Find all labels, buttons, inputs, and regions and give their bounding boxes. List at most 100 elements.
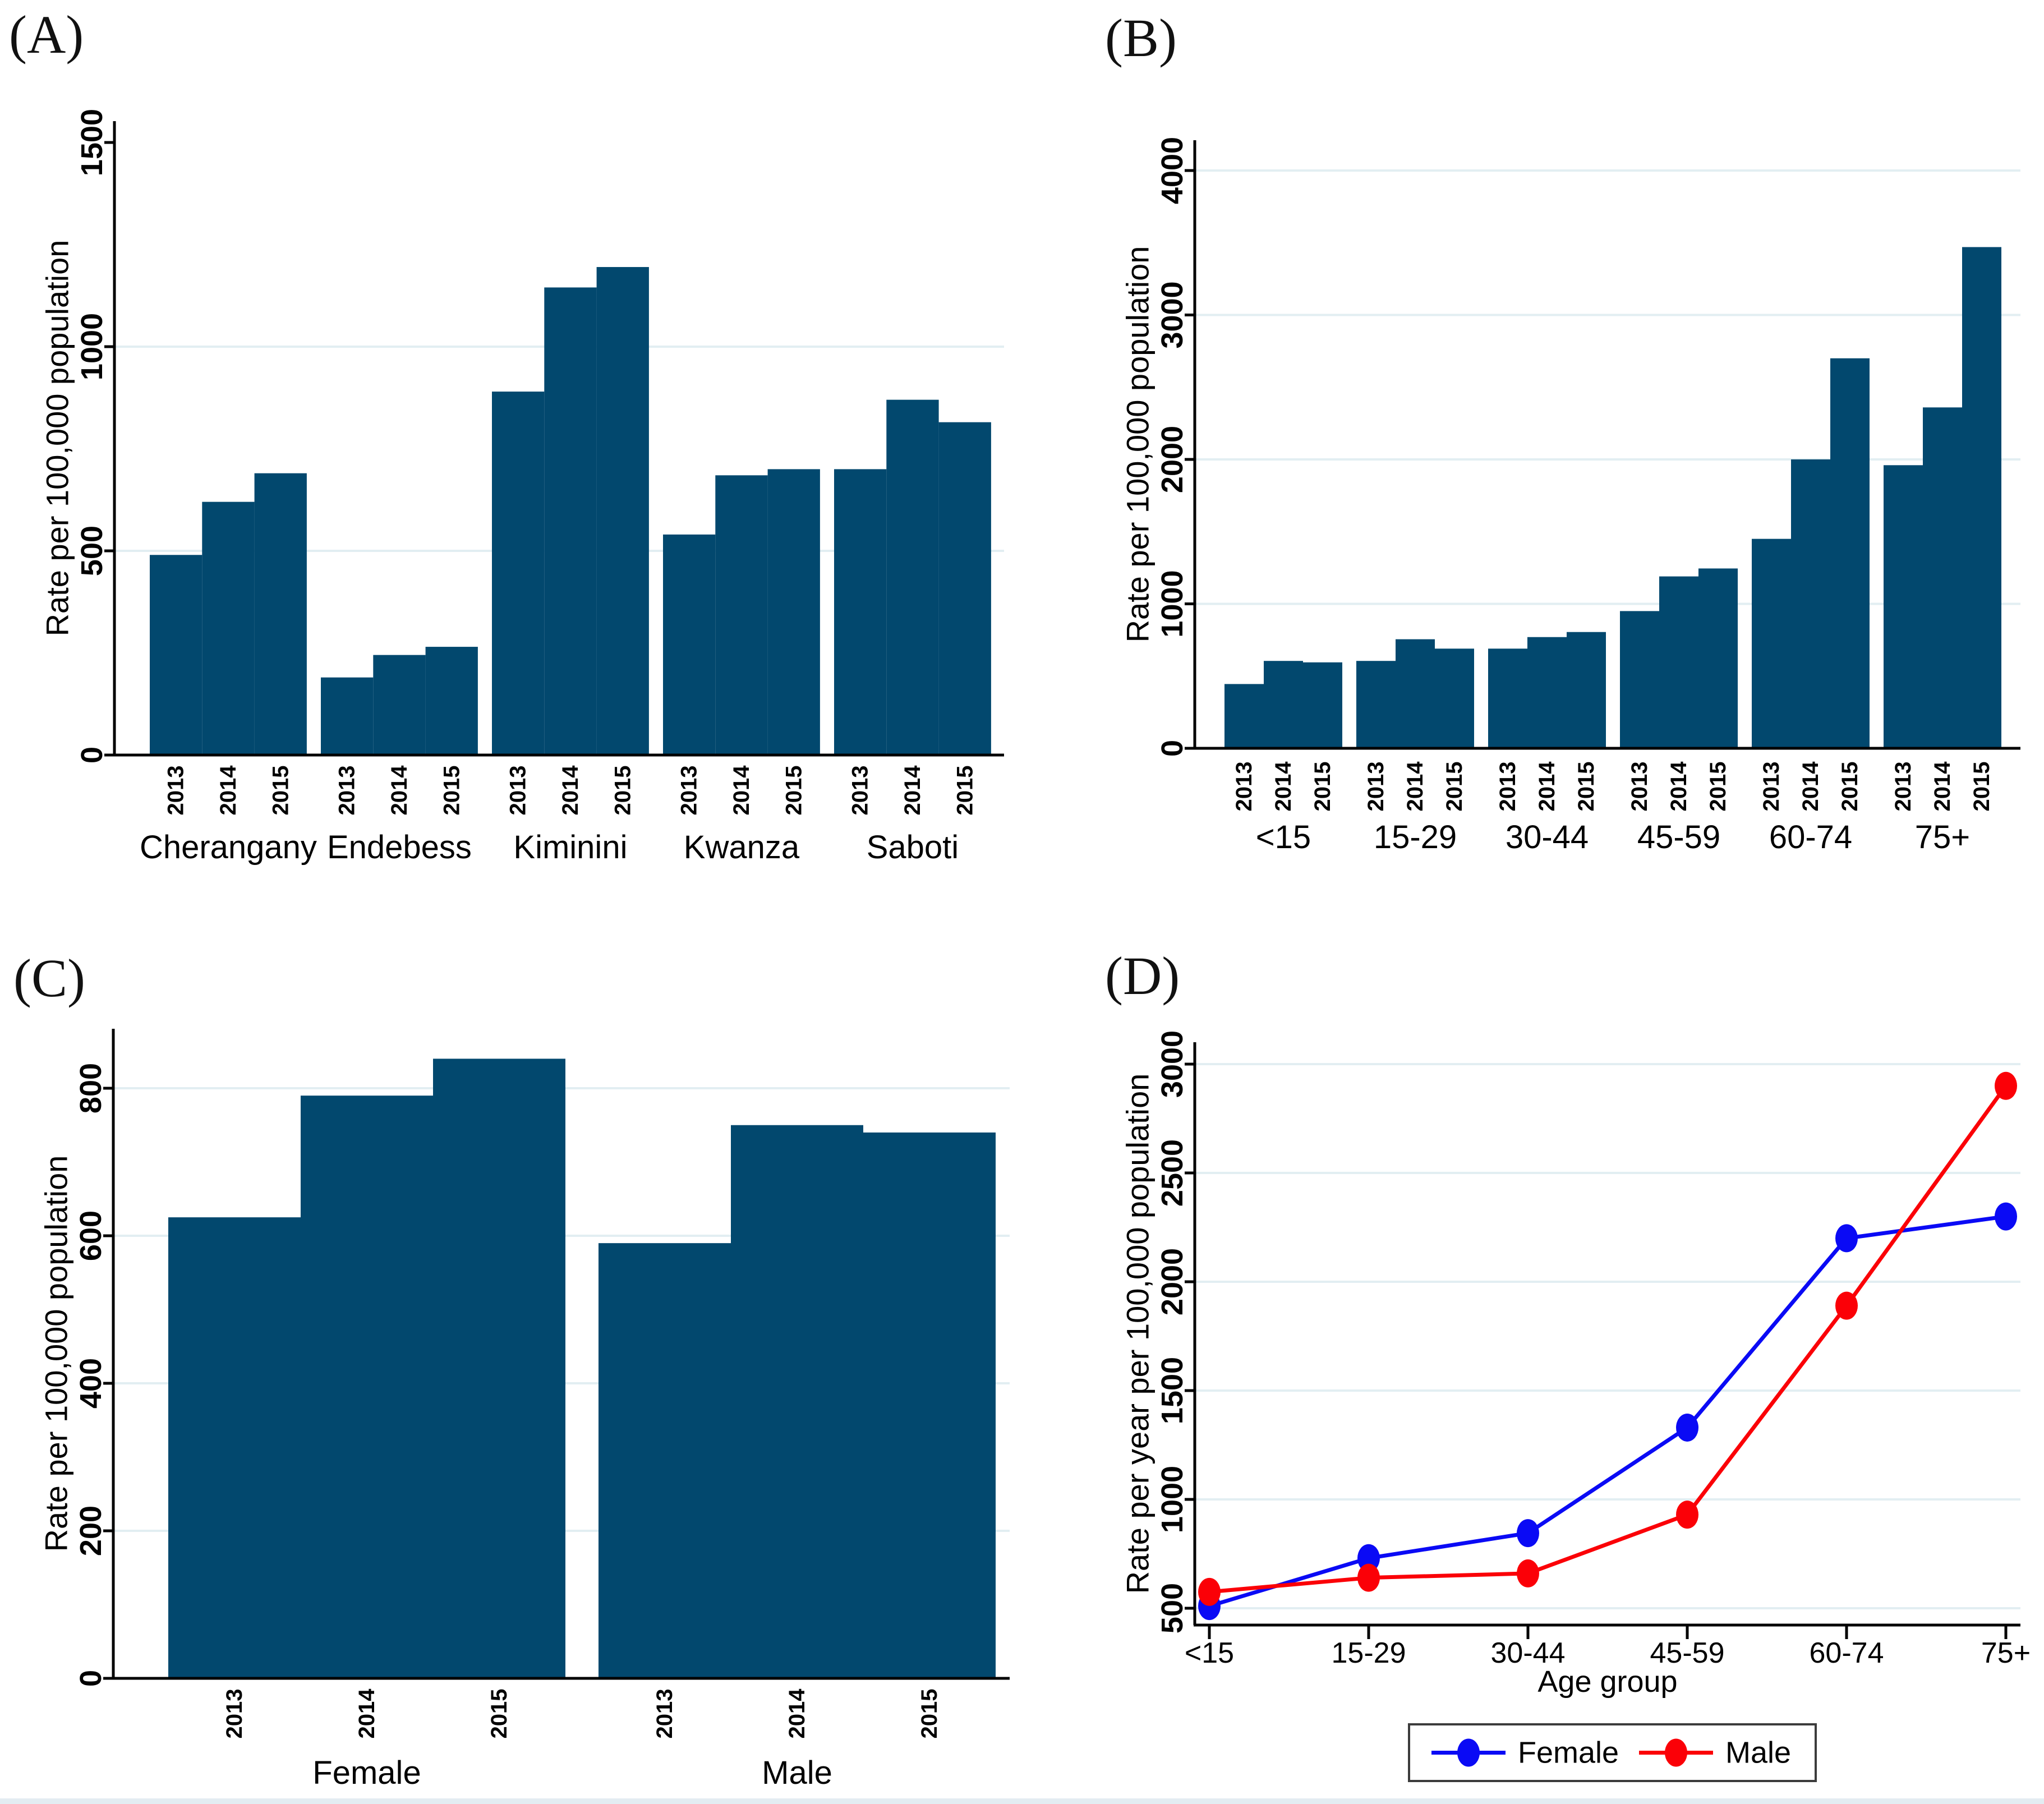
y-axis-title: Rate per 100,000 population — [1120, 246, 1155, 643]
panel-c: (C) 0 200 400 600 800 2013 2014 2015 Female 2013 2… — [0, 902, 1022, 1804]
y-tick-label-200: 200 — [74, 1506, 108, 1556]
x-tick-label-30-44: 30-44 — [1491, 1637, 1566, 1669]
year-label: 2013 — [1627, 762, 1652, 812]
y-tick-label-800: 800 — [74, 1063, 108, 1113]
y-tick-label-1000: 1000 — [75, 313, 109, 380]
bar-<15-2013 — [1224, 684, 1264, 748]
category-label-Endebess: Endebess — [327, 829, 472, 866]
panel-d-label: (D) — [1105, 946, 1180, 1006]
bar-45-59-2013 — [1620, 611, 1659, 748]
bar-Endebess-2013 — [321, 677, 374, 755]
category-label-45-59: 45-59 — [1637, 819, 1720, 855]
year-label: 2013 — [652, 1689, 677, 1739]
figure-bottom-edge — [0, 1798, 2044, 1804]
y-tick-label-500: 500 — [1155, 1583, 1189, 1633]
point-male-30-44 — [1517, 1559, 1539, 1587]
category-label-60-74: 60-74 — [1769, 819, 1852, 855]
year-label: 2015 — [268, 766, 293, 816]
y-tick-label-0: 0 — [75, 747, 109, 763]
year-label: 2014 — [558, 765, 583, 816]
y-tick-label-3000: 3000 — [1155, 1030, 1189, 1098]
y-tick-label-0: 0 — [1155, 740, 1189, 757]
year-label: 2015 — [1574, 762, 1599, 812]
category-label-Saboti: Saboti — [867, 829, 959, 866]
point-male-75+ — [1995, 1071, 2017, 1100]
bar-Female-2013 — [168, 1217, 301, 1678]
category-label-30-44: 30-44 — [1506, 819, 1589, 855]
x-axis-title: Age group — [1537, 1665, 1677, 1699]
bar-Male-2013 — [599, 1243, 731, 1678]
legend-label-female: Female — [1518, 1736, 1619, 1770]
category-label-Male: Male — [762, 1755, 832, 1791]
year-label: 2014 — [1271, 761, 1296, 812]
bar-15-29-2015 — [1435, 648, 1474, 748]
category-label-Kiminini: Kiminini — [513, 829, 627, 866]
bar-75+-2014 — [1923, 407, 1962, 748]
point-male-<15 — [1198, 1577, 1221, 1606]
year-label: 2015 — [487, 1689, 512, 1739]
point-male-15-29 — [1357, 1563, 1380, 1592]
point-male-60-74 — [1835, 1291, 1858, 1320]
year-label: 2014 — [387, 765, 412, 816]
x-tick-label-45-59: 45-59 — [1650, 1637, 1725, 1669]
year-label: 2013 — [1759, 762, 1784, 812]
point-female-60-74 — [1835, 1224, 1858, 1253]
point-female-45-59 — [1676, 1413, 1698, 1442]
line-female — [1208, 1214, 2006, 1608]
point-female-75+ — [1995, 1202, 2017, 1231]
y-tick-label-1500: 1500 — [1155, 1357, 1189, 1424]
category-label-Cherangany: Cherangany — [140, 829, 317, 866]
bar-60-74-2013 — [1752, 539, 1791, 748]
year-label: 2015 — [1442, 762, 1467, 812]
year-label: 2015 — [952, 766, 977, 816]
year-label: 2015 — [1706, 762, 1730, 812]
panel-b-label: (B) — [1105, 8, 1177, 68]
point-female-30-44 — [1517, 1519, 1539, 1548]
bar-45-59-2014 — [1659, 576, 1698, 748]
y-axis-title: Rate per year per 100,000 population — [1120, 1074, 1155, 1594]
y-tick-label-4000: 4000 — [1155, 137, 1189, 204]
bar-15-29-2014 — [1396, 639, 1435, 748]
y-tick-label-3000: 3000 — [1155, 281, 1189, 348]
year-label: 2015 — [781, 766, 806, 816]
x-tick-label-75+: 75+ — [1981, 1637, 2031, 1669]
y-tick-label-1000: 1000 — [1155, 570, 1189, 637]
bar-Kiminini-2014 — [544, 287, 597, 755]
year-label: 2013 — [677, 766, 702, 816]
bar-Female-2015 — [433, 1059, 565, 1678]
year-label: 2015 — [917, 1689, 942, 1739]
year-label: 2014 — [355, 1688, 379, 1739]
bar-45-59-2015 — [1698, 568, 1738, 748]
bar-<15-2015 — [1303, 662, 1342, 748]
category-label-Female: Female — [312, 1755, 421, 1791]
year-label: 2014 — [729, 765, 754, 816]
bar-Saboti-2015 — [938, 422, 991, 755]
y-tick-label-2000: 2000 — [1155, 1248, 1189, 1315]
bar-Kiminini-2013 — [492, 392, 545, 755]
y-tick-label-400: 400 — [74, 1358, 108, 1409]
bar-Cherangany-2013 — [150, 555, 202, 755]
category-label-15-29: 15-29 — [1374, 819, 1457, 855]
year-label: 2014 — [1403, 761, 1428, 812]
bar-Cherangany-2015 — [254, 473, 307, 755]
bar-Female-2014 — [301, 1096, 433, 1678]
bar-60-74-2014 — [1791, 459, 1830, 748]
y-tick-label-500: 500 — [75, 526, 109, 576]
bar-Kwanza-2014 — [715, 475, 768, 755]
category-label-Kwanza: Kwanza — [684, 829, 800, 866]
panel-c-label: (C) — [13, 948, 85, 1008]
year-label: 2013 — [1364, 762, 1388, 812]
year-label: 2013 — [506, 766, 531, 816]
year-label: 2013 — [848, 766, 873, 816]
year-label: 2015 — [1310, 762, 1335, 812]
year-label: 2013 — [222, 1689, 247, 1739]
year-label: 2013 — [1891, 762, 1916, 812]
line-male — [1209, 1084, 2008, 1594]
panel-a-chart: 0 500 1000 1500 2013 2014 2015 Cherangany 2013 20… — [40, 109, 1004, 866]
category-label-75+: 75+ — [1915, 819, 1970, 855]
year-label: 2014 — [1535, 761, 1559, 812]
bar-Male-2015 — [863, 1132, 996, 1678]
y-tick-label-1500: 1500 — [75, 109, 109, 176]
y-axis-title: Rate per 100,000 population — [39, 1156, 74, 1552]
bar-Saboti-2013 — [834, 469, 887, 755]
